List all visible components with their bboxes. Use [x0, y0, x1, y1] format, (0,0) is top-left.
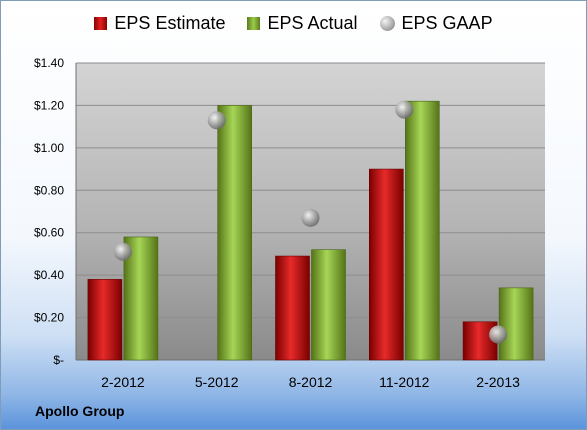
bar-eps-estimate — [275, 255, 310, 361]
bar-eps-actual — [404, 100, 440, 361]
legend-item-eps-gaap: EPS GAAP — [379, 13, 493, 34]
bar-eps-estimate — [368, 168, 404, 361]
legend-item-eps-actual: EPS Actual — [247, 13, 358, 34]
bar-eps-actual — [217, 105, 252, 361]
marker-eps-gaap — [395, 100, 414, 119]
y-tick-label: $0.80 — [34, 183, 64, 197]
y-tick-label: $1.00 — [34, 141, 64, 155]
x-tick-label: 5-2012 — [195, 374, 239, 390]
legend-label-eps-actual: EPS Actual — [267, 13, 358, 33]
legend-label-eps-estimate: EPS Estimate — [114, 13, 226, 33]
x-tick-label: 2-2013 — [476, 374, 520, 390]
marker-eps-gaap — [113, 242, 132, 261]
y-tick-label: $0.60 — [34, 226, 64, 240]
legend-label-eps-gaap: EPS GAAP — [401, 13, 493, 33]
marker-eps-gaap — [301, 208, 320, 227]
y-tick-label: $- — [53, 353, 64, 367]
marker-eps-gaap — [207, 111, 226, 130]
bar-eps-estimate — [462, 321, 498, 361]
legend-item-eps-estimate: EPS Estimate — [94, 13, 225, 34]
bar-eps-actual — [311, 249, 346, 361]
legend-swatch-eps-gaap — [379, 16, 395, 31]
y-tick-label: $0.40 — [34, 268, 64, 282]
y-tick-label: $1.40 — [34, 56, 64, 70]
x-tick-label: 8-2012 — [289, 374, 333, 390]
company-name: Apollo Group — [35, 403, 125, 419]
bar-eps-estimate — [87, 279, 123, 361]
x-tick-label: 2-2012 — [101, 374, 145, 390]
y-tick-label: $0.20 — [34, 311, 64, 325]
y-tick-label: $1.20 — [34, 98, 64, 112]
x-tick-label: 11-2012 — [379, 374, 430, 390]
bar-eps-actual — [498, 287, 534, 361]
marker-eps-gaap — [489, 325, 508, 344]
chart-legend: EPS Estimate EPS Actual EPS GAAP — [1, 13, 586, 34]
legend-swatch-eps-estimate — [94, 17, 108, 30]
legend-swatch-eps-actual — [247, 17, 261, 30]
